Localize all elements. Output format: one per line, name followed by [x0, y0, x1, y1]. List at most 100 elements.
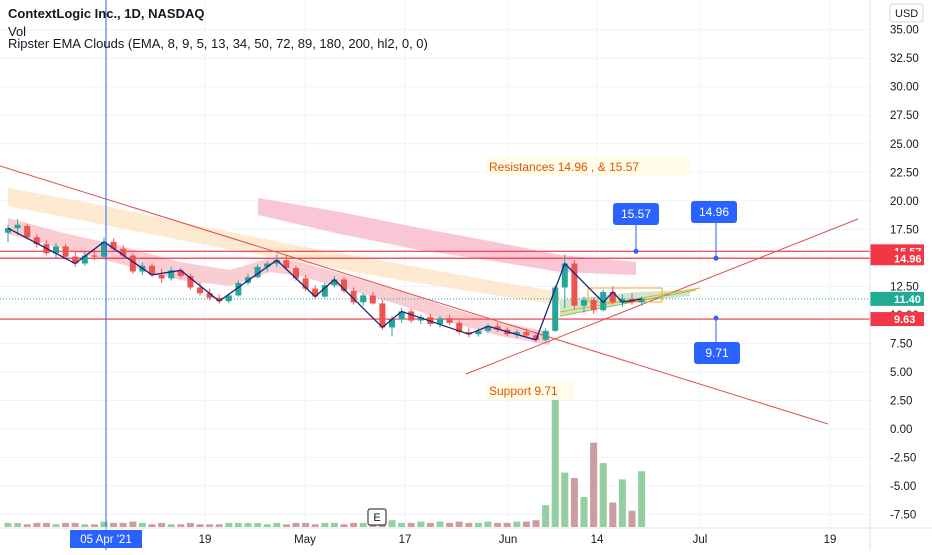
candle-body — [177, 270, 184, 277]
candle-body — [197, 287, 203, 294]
volume-bar — [148, 524, 156, 527]
candle-body — [475, 330, 482, 335]
y-axis-tick-label: 17.50 — [890, 224, 919, 236]
candle-body — [456, 322, 463, 332]
volume-bar — [100, 521, 108, 527]
y-axis-tick-label: 7.50 — [890, 338, 912, 350]
volume-bar — [177, 524, 185, 527]
ema-cloud-indicator-label: Ripster EMA Clouds (EMA, 8, 9, 5, 13, 34… — [8, 36, 428, 51]
volume-bar — [561, 472, 569, 527]
volume-bar — [580, 497, 588, 527]
candle-body — [571, 263, 578, 306]
volume-bar — [446, 522, 454, 527]
earnings-marker — [367, 508, 387, 526]
ema-cloud-fast — [8, 218, 550, 345]
volume-bar — [206, 524, 214, 527]
volume-bar — [71, 522, 79, 527]
x-axis-tick-label: Jun — [499, 534, 518, 546]
x-axis-tick-label: 19 — [199, 534, 212, 546]
volume-bar — [62, 522, 70, 527]
x-axis-tick-label: 17 — [399, 534, 412, 546]
volume-bar — [455, 521, 463, 527]
candle-body — [24, 225, 31, 238]
volume-bar — [52, 524, 60, 527]
candle-body — [369, 295, 376, 304]
candle-body — [638, 298, 645, 303]
candle-body — [187, 276, 194, 288]
callout-anchor — [713, 255, 719, 261]
volume-bar — [609, 502, 617, 527]
volume-bar — [474, 522, 482, 527]
currency-label: USD — [895, 8, 918, 20]
candle-body — [408, 311, 415, 321]
candle-body — [216, 297, 223, 302]
resistance-annotation: Resistances 14.96 , & 15.57 — [489, 160, 639, 174]
volume-bar — [215, 524, 223, 527]
volume-bar — [628, 510, 636, 527]
candle-body — [120, 248, 127, 256]
price-level-tag — [870, 312, 924, 327]
candle-body — [494, 326, 501, 330]
volume-bar — [503, 522, 511, 527]
support-note-bg — [486, 382, 574, 400]
candle-body — [552, 287, 559, 331]
candle-body — [581, 300, 587, 306]
candle-body — [273, 260, 280, 264]
volume-bar — [551, 391, 559, 527]
y-axis-tick-label: 25.00 — [890, 139, 919, 151]
candle-body — [485, 326, 491, 331]
candle-body — [513, 331, 520, 335]
volume-bar — [436, 521, 444, 527]
volume-bar — [522, 521, 530, 527]
volume-bar — [196, 524, 204, 527]
candle-body — [389, 319, 395, 328]
candle-body — [91, 255, 98, 257]
volume-bar — [350, 522, 358, 527]
candle-body — [446, 318, 453, 323]
downtrend-line — [0, 165, 829, 425]
candle-body — [168, 270, 175, 279]
volume-bar — [186, 522, 194, 527]
volume-bar — [484, 521, 492, 527]
price-level-tag-label: 14.96 — [894, 253, 922, 265]
volume-bar — [426, 522, 434, 527]
callout-box — [694, 342, 740, 364]
triangle-lower-line — [559, 289, 697, 317]
volume-bar — [167, 524, 175, 527]
y-axis-tick-label: 2.50 — [890, 395, 912, 407]
candle-body — [206, 293, 213, 298]
y-axis-tick-label: -5.00 — [890, 481, 916, 493]
volume-bar — [282, 524, 290, 527]
volume-bar — [292, 522, 300, 527]
candle-body — [561, 263, 568, 288]
candle-body — [81, 255, 88, 264]
candle-body — [360, 295, 367, 303]
volume-bar — [81, 524, 89, 527]
candle-body — [437, 318, 443, 324]
volume-bar — [359, 522, 367, 527]
candle-body — [341, 279, 347, 291]
y-axis-tick-label: 30.00 — [890, 82, 919, 94]
volume-indicator-label: Vol — [8, 24, 27, 39]
y-axis-tick-label: 5.00 — [890, 367, 912, 379]
candle-body — [33, 237, 40, 245]
volume-bar — [33, 522, 41, 527]
callout-label: 9.71 — [705, 346, 729, 360]
volume-bar — [513, 521, 521, 527]
volume-bar — [407, 522, 415, 527]
callout-anchor — [633, 248, 639, 254]
candle-body — [62, 246, 69, 257]
candle-body — [293, 268, 299, 279]
volume-bar — [302, 522, 310, 527]
resistance-note-bg — [486, 157, 690, 176]
volume-bar — [638, 471, 646, 527]
volume-bar — [273, 522, 281, 527]
y-axis-tick-label: 20.00 — [890, 196, 919, 208]
candle-body — [110, 241, 117, 249]
volume-bar — [494, 522, 502, 527]
volume-bar — [570, 478, 578, 527]
candle-body — [101, 241, 107, 257]
ema-cloud-slow — [8, 188, 560, 305]
y-axis-tick-label: 35.00 — [890, 25, 919, 37]
